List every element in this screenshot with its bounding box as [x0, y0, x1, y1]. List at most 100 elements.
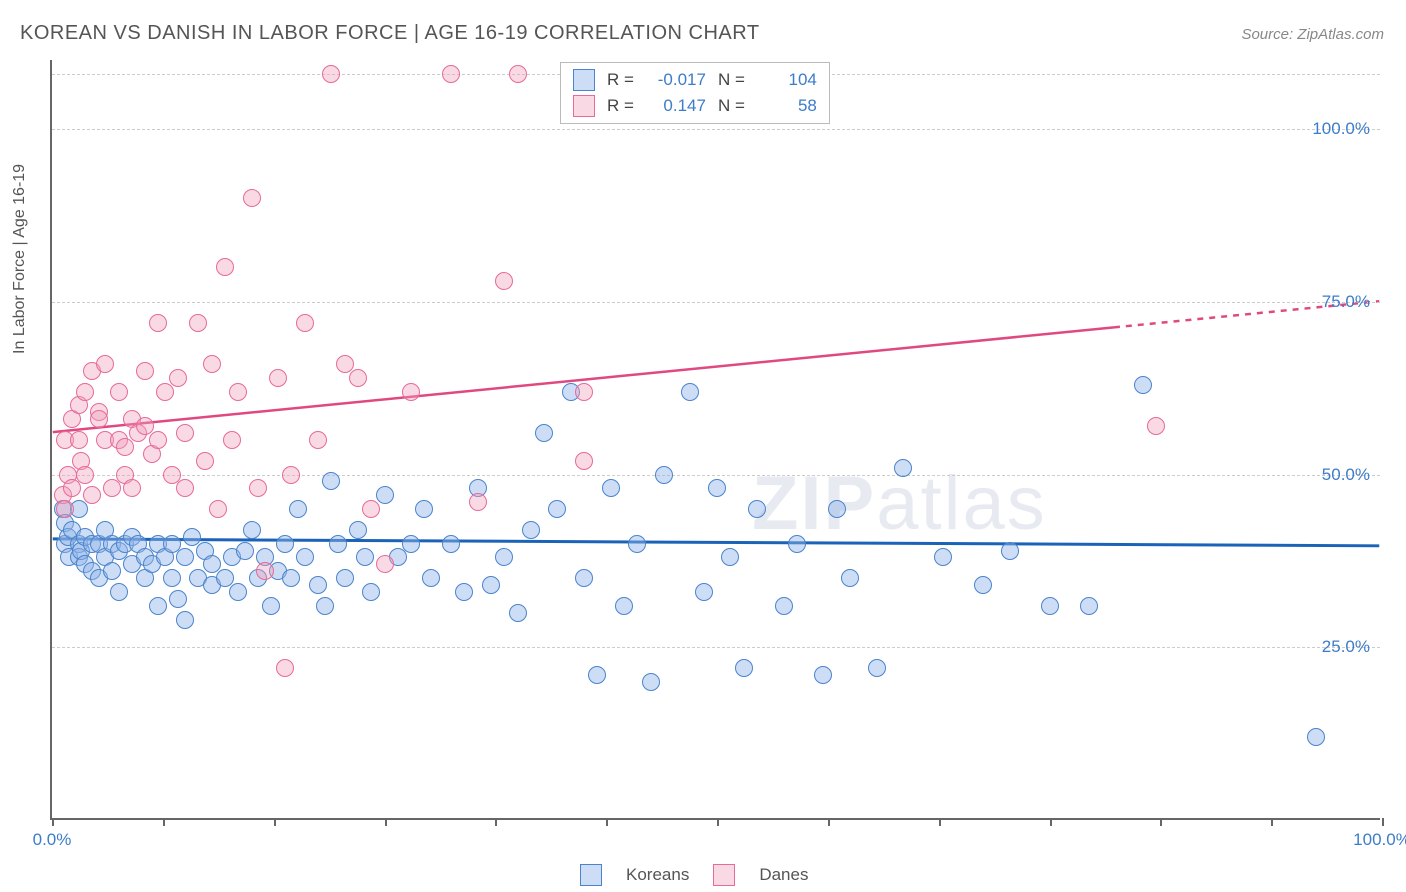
data-point	[336, 569, 354, 587]
r-label: R =	[607, 70, 634, 90]
data-point	[894, 459, 912, 477]
x-tick	[1050, 818, 1052, 826]
data-point	[309, 576, 327, 594]
x-tick	[939, 818, 941, 826]
data-point	[269, 369, 287, 387]
r-label: R =	[607, 96, 634, 116]
gridline	[52, 302, 1380, 303]
data-point	[309, 431, 327, 449]
data-point	[249, 479, 267, 497]
data-point	[934, 548, 952, 566]
data-point	[282, 569, 300, 587]
data-point	[469, 493, 487, 511]
data-point	[282, 466, 300, 484]
x-tick	[52, 818, 54, 826]
data-point	[1041, 597, 1059, 615]
x-tick	[1160, 818, 1162, 826]
data-point	[349, 369, 367, 387]
data-point	[575, 569, 593, 587]
data-point	[735, 659, 753, 677]
data-point	[223, 431, 241, 449]
gridline	[52, 647, 1380, 648]
data-point	[522, 521, 540, 539]
data-point	[495, 272, 513, 290]
data-point	[349, 521, 367, 539]
data-point	[642, 673, 660, 691]
data-point	[189, 314, 207, 332]
x-tick-label: 100.0%	[1353, 830, 1406, 850]
data-point	[116, 438, 134, 456]
data-point	[110, 383, 128, 401]
source-attribution: Source: ZipAtlas.com	[1241, 26, 1384, 43]
x-tick	[495, 818, 497, 826]
data-point	[422, 569, 440, 587]
data-point	[775, 597, 793, 615]
data-point	[322, 65, 340, 83]
swatch-danes	[573, 95, 595, 117]
data-point	[176, 548, 194, 566]
legend-label-danes: Danes	[759, 865, 808, 885]
bottom-legend: Koreans Danes	[580, 864, 808, 886]
data-point	[70, 431, 88, 449]
data-point	[123, 479, 141, 497]
data-point	[415, 500, 433, 518]
data-point	[243, 521, 261, 539]
stats-row-koreans: R = -0.017 N = 104	[573, 67, 817, 93]
data-point	[868, 659, 886, 677]
data-point	[276, 535, 294, 553]
data-point	[176, 611, 194, 629]
data-point	[149, 314, 167, 332]
x-tick-label: 0.0%	[33, 830, 72, 850]
data-point	[788, 535, 806, 553]
r-value-koreans: -0.017	[646, 70, 706, 90]
stats-legend: R = -0.017 N = 104 R = 0.147 N = 58	[560, 62, 830, 124]
data-point	[329, 535, 347, 553]
data-point	[110, 583, 128, 601]
data-point	[376, 486, 394, 504]
data-point	[63, 479, 81, 497]
data-point	[1147, 417, 1165, 435]
data-point	[814, 666, 832, 684]
data-point	[681, 383, 699, 401]
x-tick	[1271, 818, 1273, 826]
x-tick	[717, 818, 719, 826]
data-point	[169, 590, 187, 608]
data-point	[76, 466, 94, 484]
x-tick	[606, 818, 608, 826]
y-tick-label: 25.0%	[1322, 637, 1370, 657]
data-point	[296, 548, 314, 566]
data-point	[76, 383, 94, 401]
data-point	[209, 500, 227, 518]
scatter-plot-area: ZIPatlas 25.0%50.0%75.0%100.0%0.0%100.0%	[50, 60, 1380, 820]
data-point	[721, 548, 739, 566]
y-tick-label: 50.0%	[1322, 465, 1370, 485]
data-point	[83, 486, 101, 504]
data-point	[748, 500, 766, 518]
data-point	[90, 410, 108, 428]
data-point	[615, 597, 633, 615]
data-point	[356, 548, 374, 566]
data-point	[276, 659, 294, 677]
x-tick	[163, 818, 165, 826]
data-point	[402, 383, 420, 401]
data-point	[296, 314, 314, 332]
data-point	[316, 597, 334, 615]
n-value-danes: 58	[757, 96, 817, 116]
data-point	[169, 369, 187, 387]
data-point	[402, 535, 420, 553]
data-point	[289, 500, 307, 518]
data-point	[1080, 597, 1098, 615]
y-tick-label: 75.0%	[1322, 292, 1370, 312]
x-tick	[828, 818, 830, 826]
data-point	[828, 500, 846, 518]
data-point	[442, 535, 460, 553]
data-point	[841, 569, 859, 587]
stats-row-danes: R = 0.147 N = 58	[573, 93, 817, 119]
data-point	[362, 500, 380, 518]
data-point	[163, 569, 181, 587]
swatch-koreans	[580, 864, 602, 886]
data-point	[1307, 728, 1325, 746]
data-point	[262, 597, 280, 615]
swatch-koreans	[573, 69, 595, 91]
data-point	[575, 452, 593, 470]
